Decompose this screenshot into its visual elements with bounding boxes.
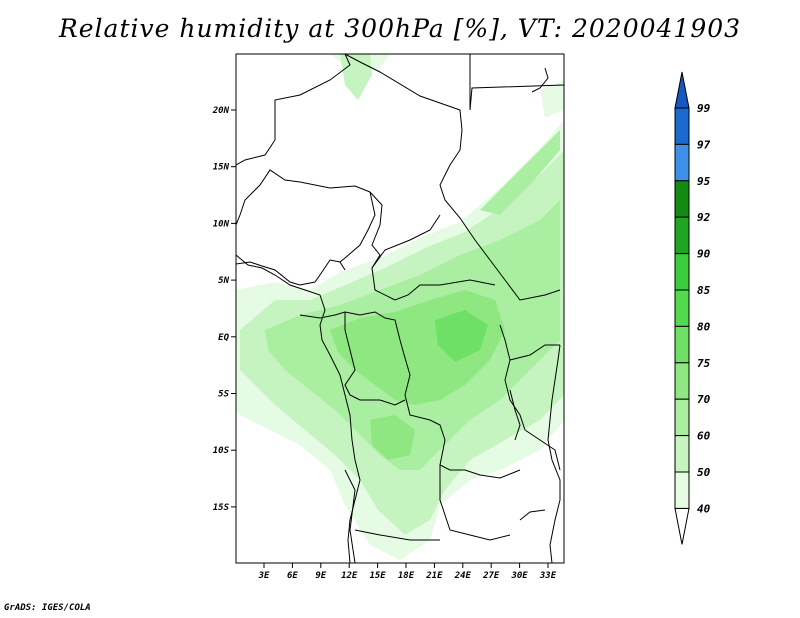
colorbar-under-triangle — [674, 507, 690, 545]
colorbar-level-label: 90 — [697, 248, 711, 261]
lon-tick-label: 18E — [398, 571, 415, 581]
humidity-field — [236, 54, 564, 560]
colorbar-over-triangle — [674, 71, 690, 109]
colorbar-segment — [674, 325, 690, 364]
longitude-axis: 3E 6E 9E 12E 15E 18E 21E 24E 27E 30E 33E — [258, 563, 557, 581]
colorbar-segment — [674, 107, 690, 145]
colorbar-segment — [674, 216, 690, 255]
lat-tick-label: 15S — [213, 503, 230, 513]
colorbar-level-label: 40 — [697, 502, 711, 515]
lon-tick-label: 15E — [369, 571, 386, 581]
lon-tick-label: 6E — [287, 571, 298, 581]
country-boundaries — [236, 54, 564, 563]
lon-tick-label: 33E — [539, 571, 557, 581]
lon-tick-label: 21E — [425, 571, 443, 581]
chart-title: Relative humidity at 300hPa [%], VT: 202… — [58, 14, 742, 43]
colorbar-level-label: 92 — [697, 211, 711, 224]
colorbar-segment — [674, 435, 690, 473]
lat-tick-label: 10N — [213, 219, 230, 229]
colorbar-segment — [674, 362, 690, 400]
lat-tick-label: 20N — [212, 106, 230, 116]
lon-tick-label: 3E — [258, 571, 270, 581]
colorbar-segment — [674, 180, 690, 218]
colorbar-segment — [674, 253, 690, 291]
colorbar-segment — [674, 143, 690, 182]
map-frame — [235, 53, 565, 564]
lat-tick-label: 5S — [218, 390, 229, 400]
coastline — [236, 67, 561, 563]
colorbar-segment — [674, 471, 690, 509]
colorbar-level-label: 50 — [697, 466, 711, 479]
colorbar-segment — [674, 289, 690, 327]
colorbar-level-label: 95 — [697, 175, 711, 188]
lon-tick-label: 24E — [454, 571, 472, 581]
colorbar-level-label: 85 — [697, 284, 711, 297]
colorbar-segment — [674, 398, 690, 437]
colorbar-level-label: 60 — [697, 430, 711, 443]
latitude-axis: 20N 15N 10N 5N EQ 5S 10S 15S — [212, 106, 236, 513]
lon-tick-label: 30E — [510, 571, 528, 581]
lon-tick-label: 9E — [315, 571, 326, 581]
colorbar-level-label: 70 — [697, 393, 711, 406]
colorbar-level-label: 75 — [697, 357, 711, 370]
colorbar-level-label: 97 — [697, 138, 711, 151]
lat-tick-label: 5N — [218, 276, 229, 286]
lon-tick-label: 27E — [482, 571, 500, 581]
lat-tick-label: 10S — [213, 446, 230, 456]
lat-tick-label: 15N — [213, 163, 230, 173]
lat-tick-label: EQ — [218, 333, 229, 343]
colorbar-legend: 99 97 95 92 90 85 80 75 70 60 50 40 — [674, 71, 711, 545]
colorbar-level-label: 80 — [697, 320, 711, 333]
humidity-band-peak — [330, 290, 505, 460]
colorbar-level-label: 99 — [697, 102, 711, 115]
lon-tick-label: 12E — [341, 571, 358, 581]
credit-label: GrADS: IGES/COLA — [4, 603, 91, 613]
